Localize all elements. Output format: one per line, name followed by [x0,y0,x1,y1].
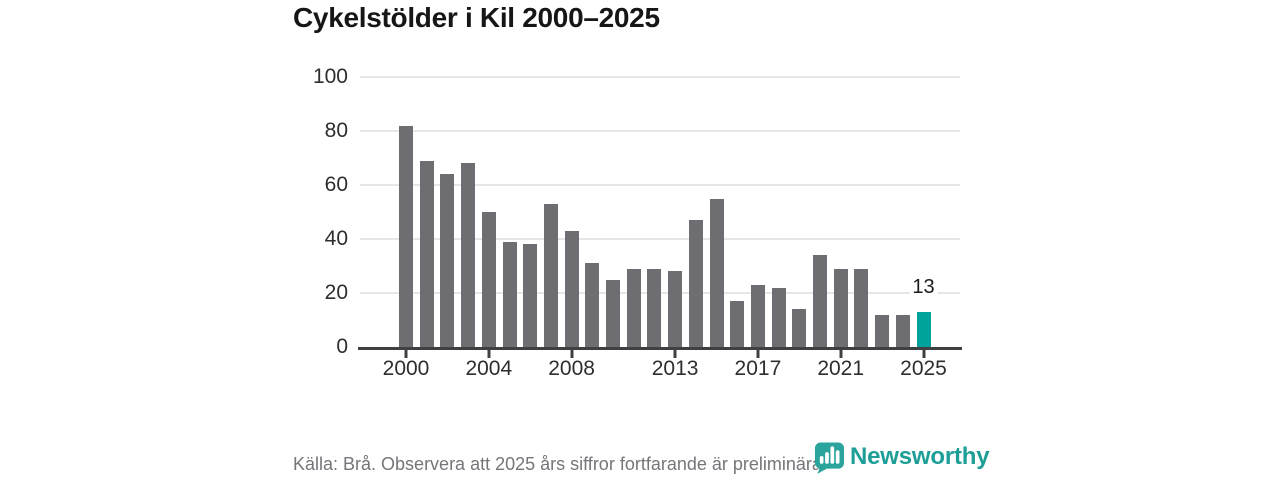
x-axis-label-2025: 2025 [900,357,947,380]
newsworthy-logo[interactable]: Newsworthy [813,440,990,474]
chart-title: Cykelstölder i Kil 2000–2025 [293,2,660,33]
bar-2014 [688,220,703,347]
newsworthy-wordmark[interactable]: Newsworthy [850,443,990,470]
bar-2019 [792,309,807,347]
bar-2022 [854,268,869,347]
x-axis-tick-2004 [487,350,491,358]
bar-2025 [916,311,931,347]
bar-2020 [813,255,827,347]
bar-2008 [564,230,579,347]
bar-2023 [875,314,890,347]
bar-2000 [399,125,413,347]
bar-2009 [585,263,600,347]
bar-2002 [440,174,455,347]
x-axis-tick-2013 [673,350,677,358]
bar-2017 [750,284,765,347]
x-axis-label-2021: 2021 [817,357,865,380]
x-axis-tick-2000 [404,350,408,358]
plot-area: 0 20 40 60 80 100 2000 2004 2008 2013 2017 2021 2025… [313,65,962,380]
bar-2010 [606,279,620,347]
bar-2013 [668,271,683,347]
bar-2021 [833,268,848,347]
bar-2004 [481,212,496,347]
y-axis-label-20: 20 [324,281,348,304]
bar-2015 [709,198,724,347]
y-axis-label-60: 60 [324,173,348,196]
x-axis-label-2004: 2004 [465,357,513,380]
y-axis-label-100: 100 [312,65,348,88]
bar-2007 [543,203,558,347]
bar-2001 [419,160,434,347]
x-axis-tick-2025 [922,350,925,358]
gridline-y-100 [360,76,960,78]
bar-value-label-2025: 13 [909,275,938,298]
gridline-y-40 [360,238,960,240]
x-axis-tick-2021 [839,350,843,358]
gridline-y-60 [360,184,960,186]
source-note: Källa: Brå. Observera att 2025 års siffr… [293,454,827,474]
bar-2011 [626,268,641,347]
x-axis-line [358,347,962,350]
y-axis-label-40: 40 [324,227,348,250]
x-axis-tick-2008 [570,350,574,358]
bar-2005 [502,241,517,347]
bar-2012 [647,268,662,347]
newsworthy-bubble-barchart-icon [814,442,845,474]
bar-2016 [730,301,745,347]
bar-2024 [895,314,910,347]
bar-2003 [461,163,476,347]
y-axis-label-80: 80 [324,119,348,142]
x-axis-label-2017: 2017 [734,357,782,380]
bar-2018 [771,287,786,347]
x-axis-label-2013: 2013 [651,357,699,380]
x-axis-tick-2017 [756,350,760,358]
bar-2006 [523,244,538,347]
y-axis-label-0: 0 [336,335,348,358]
x-axis-label-2000: 2000 [382,357,430,380]
x-axis-label-2008: 2008 [548,357,595,380]
gridline-y-80 [360,130,960,132]
